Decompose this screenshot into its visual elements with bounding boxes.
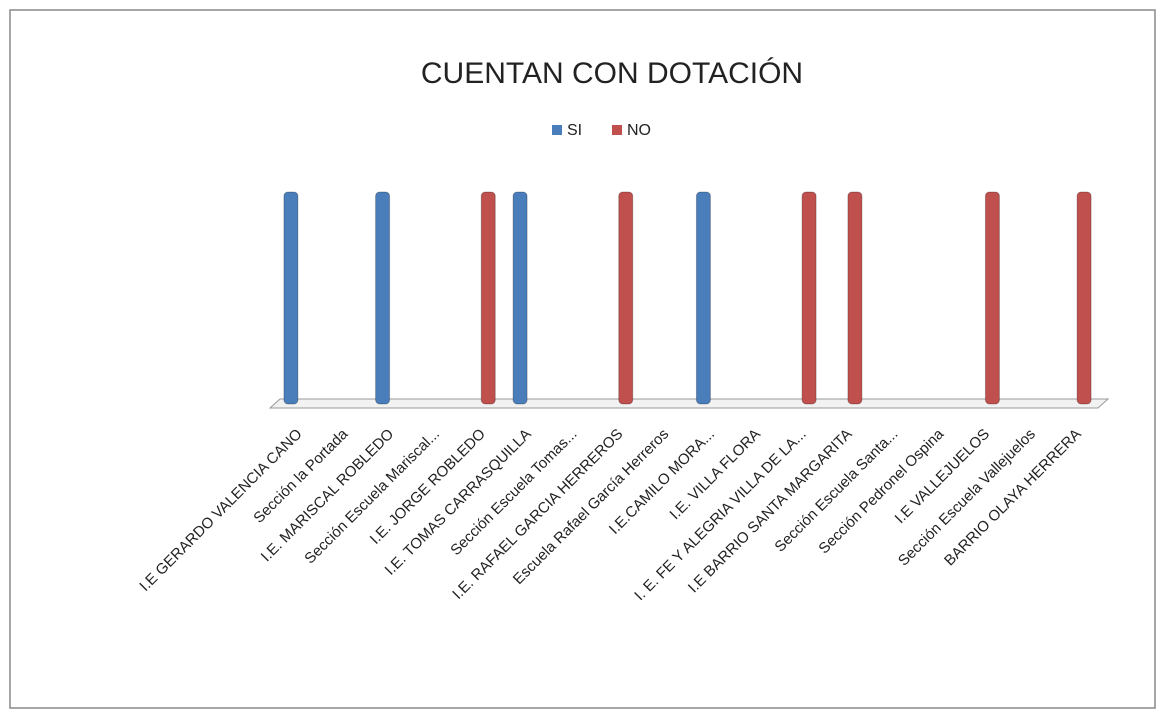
bar (1076, 191, 1092, 405)
bar (480, 191, 496, 405)
bar (847, 191, 863, 405)
bar (984, 191, 1000, 405)
legend-label: SI (567, 122, 582, 139)
bar (283, 191, 299, 405)
bar (375, 191, 391, 405)
bar (618, 191, 634, 405)
bar (801, 191, 817, 405)
chart-frame (9, 9, 1156, 709)
chart-title: CUENTAN CON DOTACIÓN (421, 57, 803, 90)
floor (268, 398, 1110, 409)
legend-label: NO (627, 122, 651, 139)
bar (695, 191, 711, 405)
legend-swatch (552, 125, 562, 135)
legend-swatch (612, 125, 622, 135)
bar (512, 191, 528, 405)
